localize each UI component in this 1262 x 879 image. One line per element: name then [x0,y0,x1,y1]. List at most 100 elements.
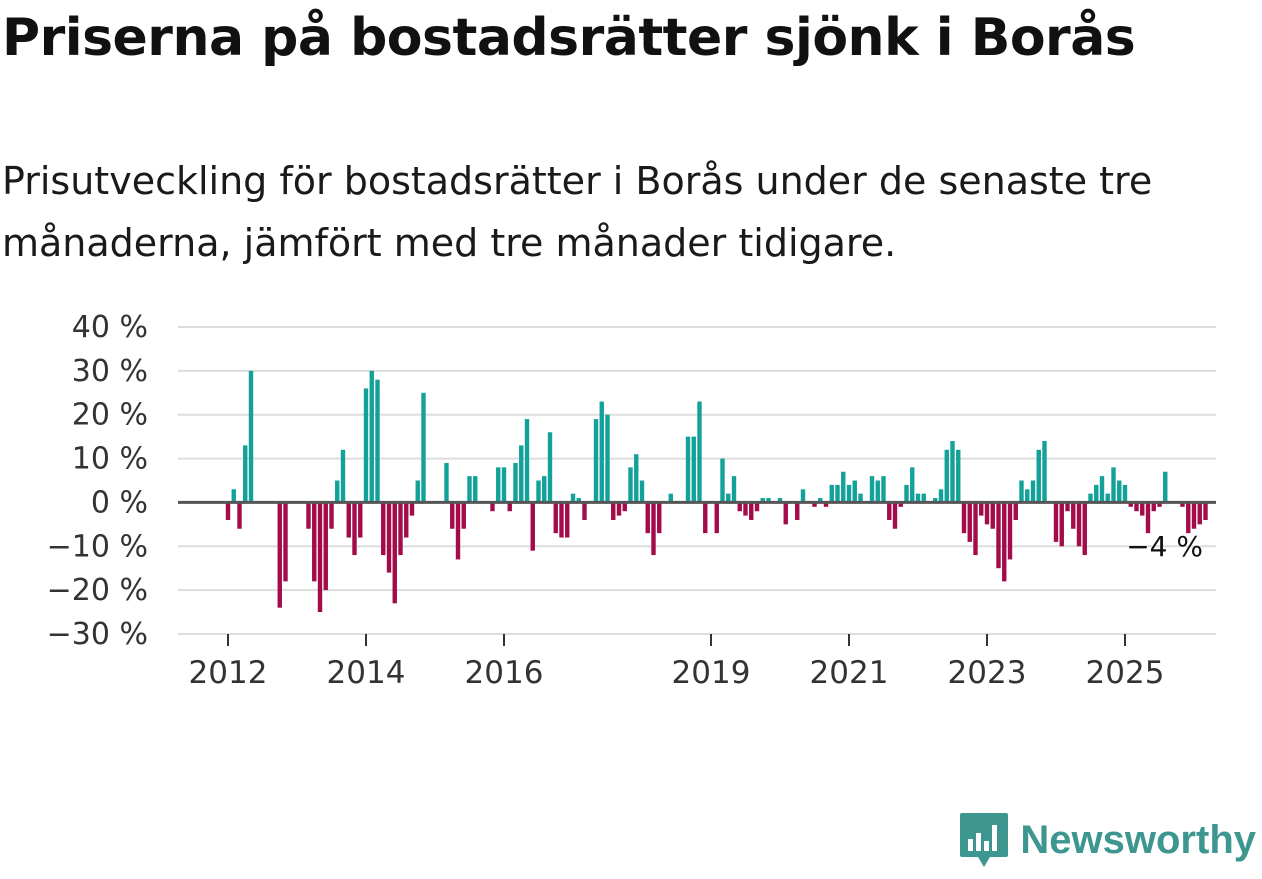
bar [1094,484,1099,503]
bar [726,493,731,503]
bar [1025,489,1030,503]
bar [536,480,541,503]
bar [668,493,673,503]
bar [323,502,328,591]
chart-title: Priserna på bostadsrätter sjönk i Borås [2,8,1136,68]
bar [392,502,397,604]
bar [277,502,282,608]
bar [921,493,926,503]
last-value-label: −4 % [1126,530,1203,563]
bar [513,462,518,503]
bar [312,502,317,582]
bar [996,502,1001,569]
bar [875,480,880,503]
bar [611,502,616,520]
newsworthy-logo-text: Newsworthy [1020,817,1256,862]
bar [846,484,852,503]
bar [956,449,961,503]
bar [852,480,857,503]
bar [634,454,639,503]
bar [984,502,990,525]
bar [795,502,800,520]
bar [1059,502,1064,547]
bar [933,498,938,503]
bar [731,476,737,503]
y-tick-label: −10 % [47,529,148,564]
bar [1151,502,1156,512]
x-tick-label: 2023 [948,655,1027,691]
bar [467,476,472,503]
bar [1140,502,1145,516]
x-tick-label: 2016 [465,655,544,691]
y-tick-label: −20 % [47,573,148,608]
bar [749,502,754,520]
bar [1163,471,1168,503]
x-tick-label: 2012 [189,655,268,691]
bar [1036,449,1041,503]
y-tick-label: 40 % [72,310,148,345]
bar [1134,502,1139,512]
bar [1186,502,1191,534]
bar [887,502,892,520]
x-tick-label: 2025 [1086,655,1165,691]
bar [1191,502,1197,529]
bar [754,502,760,512]
bar [1082,502,1087,556]
bar [398,502,403,556]
bar [777,498,783,503]
bar [335,480,340,503]
y-tick-label: 0 % [91,485,148,520]
bar [547,432,553,503]
bar [386,502,392,573]
bar [714,502,719,534]
bar [1122,484,1128,503]
bar [812,502,817,507]
bar [237,502,242,529]
bar [703,502,708,534]
x-tick-label: 2014 [327,655,406,691]
bar [248,370,254,503]
y-tick-label: 10 % [72,442,148,477]
bar [961,502,967,534]
bar [898,502,903,507]
bar [421,392,426,503]
bar [1030,480,1036,503]
bar [938,489,944,503]
bar [1007,502,1013,560]
bar [766,498,771,503]
bar [697,401,702,503]
bar [910,467,915,503]
bar [576,498,581,503]
bar [628,467,633,503]
bar [645,502,650,534]
bar [340,449,346,503]
bar [783,502,788,525]
bar [358,502,363,538]
bar [1013,502,1018,520]
bar [352,502,357,556]
bar [317,502,323,613]
bar [1019,480,1024,503]
bar [1002,502,1007,582]
newsworthy-logo: Newsworthy [958,811,1256,869]
bar [1088,493,1093,503]
bar [657,502,662,534]
bar [639,480,645,503]
bar [1042,441,1047,503]
bar [979,502,984,516]
bar [559,502,564,538]
bar [1105,493,1110,503]
bar [990,502,995,529]
bar [473,476,478,503]
bar [1111,467,1116,503]
bar [542,476,547,503]
bar [524,419,530,503]
chart-subtitle: Prisutveckling för bostadsrätter i Borås… [2,159,1153,265]
bar [1071,502,1076,529]
bar [651,502,656,556]
bar [823,502,829,507]
bar [605,414,610,503]
bar [599,401,604,503]
x-tick-label: 2021 [810,655,889,691]
bar [881,476,886,503]
